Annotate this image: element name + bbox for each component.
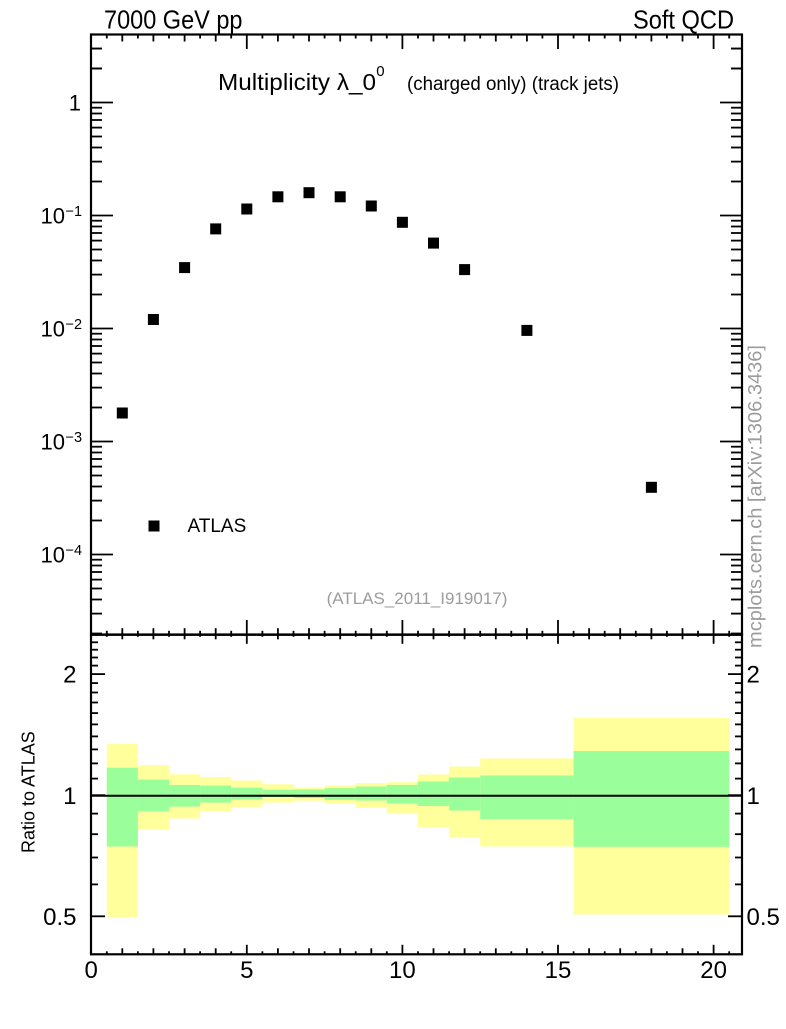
svg-text:mcplots.cern.ch [arXiv:1306.34: mcplots.cern.ch [arXiv:1306.3436] (746, 345, 767, 648)
svg-text:0.5: 0.5 (43, 904, 76, 931)
svg-text:10: 10 (41, 316, 65, 341)
svg-text:(charged only) (track jets): (charged only) (track jets) (407, 74, 619, 95)
svg-text:0.5: 0.5 (747, 904, 780, 931)
svg-text:7000 GeV pp: 7000 GeV pp (104, 5, 243, 35)
svg-text:Soft QCD: Soft QCD (633, 5, 734, 35)
svg-text:−4: −4 (66, 543, 83, 559)
svg-text:10: 10 (389, 957, 416, 984)
svg-text:−1: −1 (66, 204, 83, 220)
svg-text:2: 2 (747, 662, 760, 689)
svg-text:−2: −2 (66, 317, 83, 333)
svg-text:−3: −3 (66, 430, 83, 446)
svg-text:0: 0 (85, 957, 98, 984)
svg-text:2: 2 (63, 662, 76, 689)
svg-text:(ATLAS_2011_I919017): (ATLAS_2011_I919017) (327, 589, 508, 608)
svg-text:1: 1 (63, 783, 76, 810)
svg-text:10: 10 (41, 542, 65, 567)
svg-text:15: 15 (545, 957, 572, 984)
svg-text:0: 0 (376, 63, 384, 80)
svg-text:5: 5 (240, 957, 253, 984)
svg-text:ATLAS: ATLAS (188, 516, 247, 537)
svg-text:Multiplicity λ_0: Multiplicity λ_0 (218, 69, 376, 95)
svg-text:1: 1 (69, 90, 81, 115)
svg-text:10: 10 (41, 203, 65, 228)
svg-text:10: 10 (41, 429, 65, 454)
svg-text:Ratio to ATLAS: Ratio to ATLAS (19, 731, 39, 853)
svg-text:1: 1 (747, 783, 760, 810)
svg-text:20: 20 (700, 957, 727, 984)
